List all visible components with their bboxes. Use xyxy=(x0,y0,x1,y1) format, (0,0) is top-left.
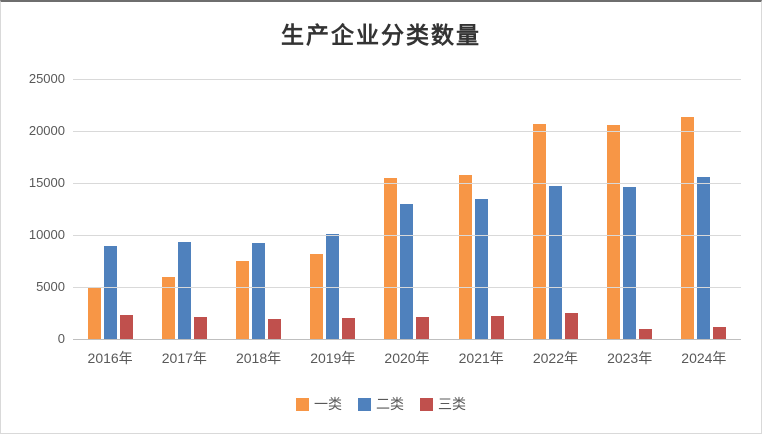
bar-group xyxy=(667,79,741,339)
x-tick-label: 2018年 xyxy=(235,350,282,366)
bar xyxy=(490,316,504,339)
bar xyxy=(252,243,266,339)
x-tick-label: 2016年 xyxy=(87,350,133,366)
y-tick-label: 25000 xyxy=(28,71,65,86)
x-tick-label: 2022年 xyxy=(532,350,578,366)
gridline xyxy=(73,235,741,236)
bar-group xyxy=(73,79,147,339)
legend-item: 一类 xyxy=(296,394,342,414)
bar xyxy=(384,178,398,339)
y-axis: 25000 20000 15000 10000 5000 0 xyxy=(1,71,65,346)
x-axis: 2016年 2017年 2018年 2019年 2020年 2021年 2022年 2023年… xyxy=(73,348,741,368)
bar xyxy=(400,204,414,339)
bar xyxy=(310,254,324,339)
plot-area xyxy=(73,79,741,340)
bar-group xyxy=(147,79,221,339)
x-tick-label: 2019年 xyxy=(310,350,356,366)
legend-item: 三类 xyxy=(420,394,466,414)
bar xyxy=(623,187,637,339)
y-tick-label: 5000 xyxy=(36,279,65,294)
bar xyxy=(416,317,430,339)
bar xyxy=(474,199,488,339)
bar xyxy=(236,261,250,339)
bar xyxy=(607,125,621,339)
x-tick-label: 2024年 xyxy=(681,350,727,366)
bar xyxy=(268,319,282,339)
bar xyxy=(697,177,711,339)
legend: 一类 二类 三类 xyxy=(1,394,761,414)
x-tick-label: 2020年 xyxy=(384,350,430,366)
bar xyxy=(342,318,356,339)
y-tick-label: 15000 xyxy=(28,175,65,190)
x-tick-label: 2021年 xyxy=(458,350,504,366)
bar-group xyxy=(296,79,370,339)
chart-title: 生产企业分类数量 xyxy=(281,22,481,49)
bar xyxy=(177,242,191,339)
legend-swatch-icon xyxy=(358,397,371,411)
x-tick-label: 2017年 xyxy=(161,350,207,366)
gridline xyxy=(73,287,741,288)
bar xyxy=(564,313,578,339)
bar xyxy=(193,317,207,339)
legend-swatch-icon xyxy=(296,397,309,411)
bar-group xyxy=(221,79,295,339)
bar xyxy=(548,186,562,339)
gridline xyxy=(73,183,741,184)
legend-label: 一类 xyxy=(314,396,342,412)
bar xyxy=(681,117,695,339)
legend-item: 二类 xyxy=(358,394,404,414)
bar xyxy=(713,327,727,339)
gridline xyxy=(73,131,741,132)
bar xyxy=(639,329,653,339)
legend-label: 三类 xyxy=(438,396,466,412)
gridline xyxy=(73,79,741,80)
bar-group xyxy=(444,79,518,339)
legend-label: 二类 xyxy=(376,396,404,412)
bar xyxy=(532,124,546,339)
bar-group xyxy=(370,79,444,339)
bar xyxy=(161,277,175,339)
bar xyxy=(103,246,117,339)
legend-swatch-icon xyxy=(420,397,433,411)
bar xyxy=(458,175,472,339)
x-tick-label: 2023年 xyxy=(607,350,653,366)
y-tick-label: 20000 xyxy=(28,123,65,138)
bar-group xyxy=(518,79,592,339)
bar xyxy=(87,287,101,339)
y-tick-label: 0 xyxy=(57,331,65,346)
bar xyxy=(119,315,133,339)
bar xyxy=(326,234,340,339)
bar-group xyxy=(593,79,667,339)
y-tick-label: 10000 xyxy=(28,227,65,242)
